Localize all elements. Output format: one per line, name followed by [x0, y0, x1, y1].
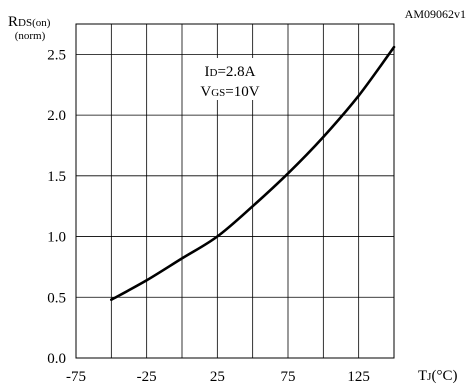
x-tick-label: -25 [137, 369, 157, 385]
plot-frame [75, 23, 395, 359]
y-axis-title: RDS(on) [8, 14, 51, 30]
y-tick-label: 1.0 [47, 230, 66, 246]
x-axis-title-unit: (°C) [431, 368, 457, 384]
y-tick-label: 2.0 [47, 108, 66, 124]
annotation-vgs: VGS=10V [200, 84, 259, 100]
y-axis-title-main: R [8, 14, 18, 30]
x-axis-title-sub: J [427, 371, 432, 383]
annotation-vgs-value: =10V [225, 84, 259, 100]
y-axis-title-sub: DS(on) [18, 17, 51, 29]
annotation-id-sub: D [210, 67, 218, 79]
y-axis-unit: (norm) [15, 30, 46, 42]
x-tick-label: 75 [281, 369, 296, 385]
x-tick-label: -75 [66, 369, 86, 385]
y-tick-label: 1.5 [47, 169, 66, 185]
annotation-vgs-sub: GS [211, 87, 225, 99]
annotation-id-value: =2.8A [217, 64, 255, 80]
annotation-vgs-main: V [200, 84, 211, 100]
tick-labels: -75 -25 25 75 125 0.0 0.5 1.0 1.5 2.0 2.5 [47, 47, 370, 385]
x-axis-title: TJ(°C) [418, 368, 457, 384]
y-tick-label: 0.0 [47, 351, 66, 367]
figure-id: AM09062v1 [405, 7, 466, 21]
annotation-id-main: I [205, 64, 210, 80]
series-line [110, 45, 396, 301]
x-tick-label: 125 [347, 369, 370, 385]
x-tick-label: 25 [210, 369, 225, 385]
annotation-background [183, 58, 277, 100]
annotation-id: ID=2.8A [205, 64, 256, 80]
x-axis-title-main: T [418, 368, 427, 384]
y-tick-label: 0.5 [47, 290, 66, 306]
y-tick-label: 2.5 [47, 47, 66, 63]
